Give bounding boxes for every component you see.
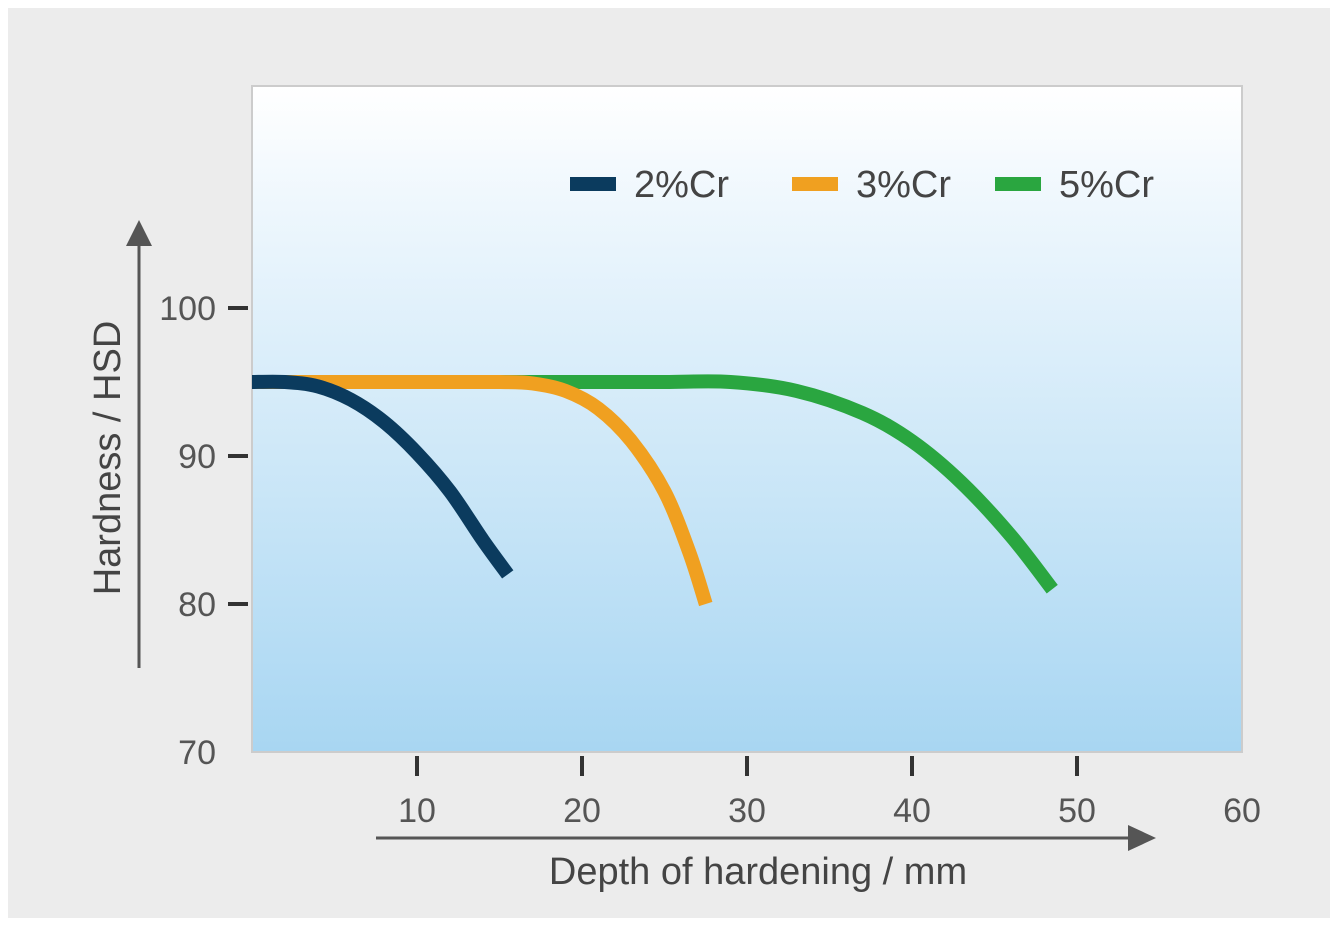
legend-label: 3%Cr	[856, 164, 951, 206]
x-tick-label: 20	[563, 792, 601, 830]
series-line-1	[252, 374, 713, 607]
x-axis-title: Depth of hardening / mm	[549, 851, 967, 893]
legend-label: 5%Cr	[1059, 164, 1154, 206]
series-line-2	[499, 374, 1058, 594]
series-line-0	[251, 374, 514, 579]
y-tick-label: 90	[178, 438, 216, 476]
legend-swatch	[570, 177, 616, 191]
x-tick-label: 40	[893, 792, 931, 830]
series-layer	[251, 374, 1058, 607]
y-axis-ticks: 100 90 80 70	[159, 290, 248, 772]
x-tick-label: 60	[1223, 792, 1261, 830]
x-tick-label: 50	[1058, 792, 1096, 830]
x-axis-arrowhead	[1128, 825, 1156, 851]
y-tick-label: 70	[178, 734, 216, 772]
y-tick-label: 100	[159, 290, 216, 328]
y-tick-label: 80	[178, 586, 216, 624]
legend: 2%Cr 3%Cr 5%Cr	[570, 164, 1154, 206]
x-tick-label: 10	[398, 792, 436, 830]
y-axis-arrowhead	[126, 220, 152, 246]
legend-swatch	[995, 177, 1041, 191]
legend-swatch	[792, 177, 838, 191]
plot-area	[251, 85, 1243, 753]
y-axis-title: Hardness / HSD	[87, 321, 129, 596]
x-axis-ticks: 10 20 30 40 50 60	[398, 756, 1261, 830]
legend-label: 2%Cr	[634, 164, 729, 206]
x-tick-label: 30	[728, 792, 766, 830]
